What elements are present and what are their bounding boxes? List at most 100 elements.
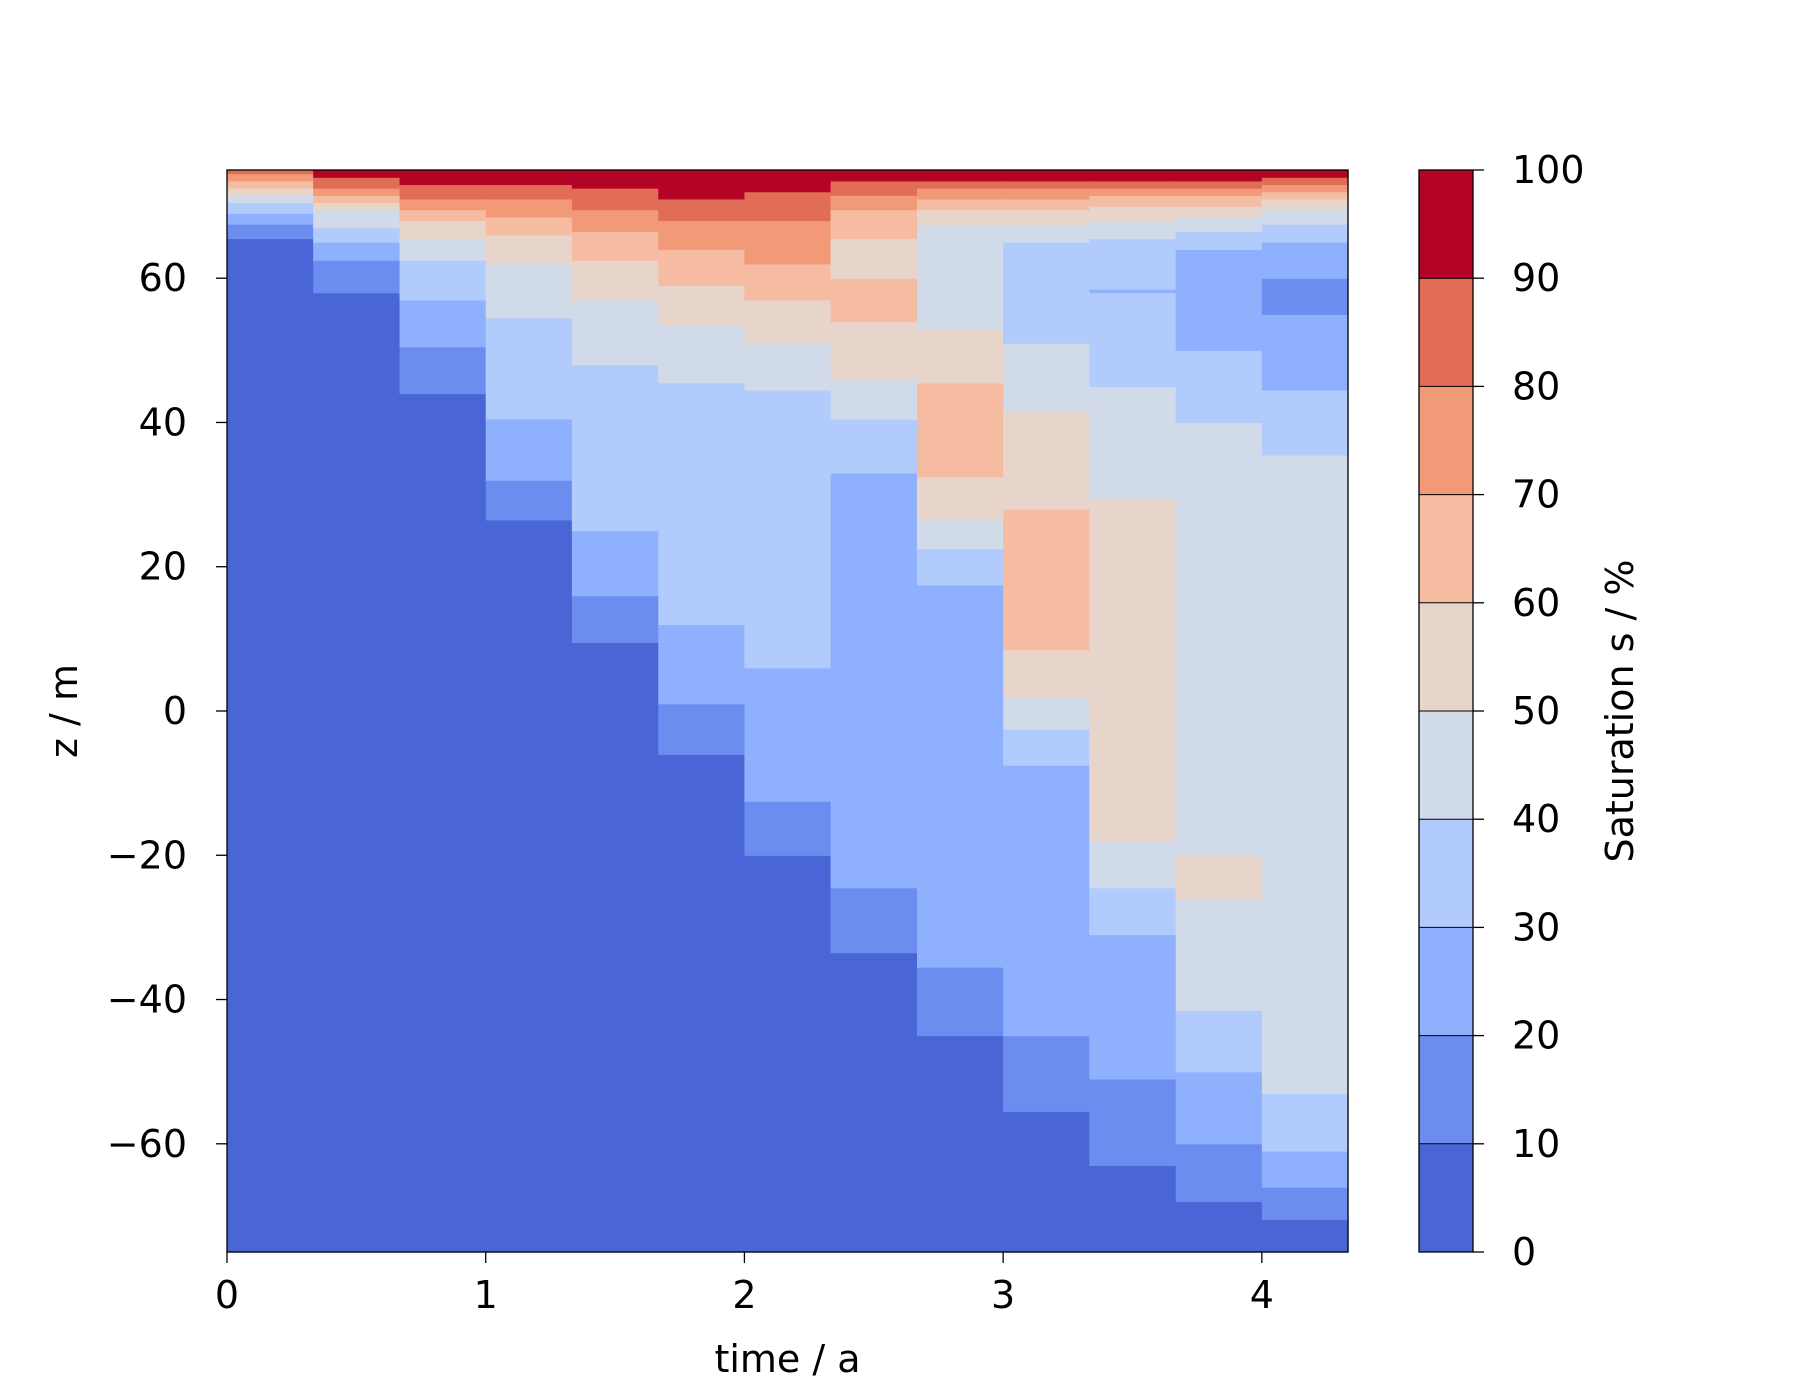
heatmap-cell: [399, 393, 487, 1253]
heatmap-cell: [313, 242, 401, 261]
heatmap-cell: [1089, 887, 1177, 936]
y-tick-label: 20: [139, 545, 187, 589]
heatmap-cell: [485, 418, 573, 481]
heatmap-cell: [1175, 195, 1263, 207]
heatmap-cell: [658, 170, 746, 200]
heatmap-cell: [916, 548, 1004, 586]
heatmap-cell: [658, 382, 746, 626]
heatmap-cell: [485, 198, 573, 218]
heatmap-cell: [399, 299, 487, 348]
heatmap-cell: [1261, 1151, 1349, 1188]
heatmap-cell: [744, 667, 832, 802]
colorbar-tick-label: 10: [1512, 1122, 1560, 1166]
heatmap-cell: [916, 519, 1004, 550]
heatmap-cell: [399, 209, 487, 222]
x-tick-label: 1: [474, 1273, 498, 1317]
heatmap-cell: [1003, 765, 1090, 1037]
heatmap-cell: [571, 170, 659, 189]
y-tick-label: 0: [163, 689, 187, 733]
heatmap-cell: [658, 703, 746, 755]
heatmap-cell: [227, 195, 314, 204]
heatmap-cell: [658, 754, 746, 1253]
heatmap-cell: [916, 584, 1004, 968]
heatmap-cell: [830, 238, 918, 279]
heatmap-cell: [916, 476, 1004, 521]
heatmap-cell: [313, 202, 401, 211]
heatmap-cell: [227, 213, 314, 225]
heatmap-cell: [485, 317, 573, 420]
heatmap-cell: [1089, 840, 1177, 889]
heatmap-cell: [1003, 1111, 1090, 1253]
heatmap-cell: [744, 220, 832, 265]
colorbar-tick-label: 70: [1512, 473, 1560, 517]
heatmap-cell: [485, 170, 573, 186]
heatmap-cell: [1003, 729, 1090, 766]
heatmap-cell: [1089, 170, 1177, 182]
heatmap-cell: [1261, 1093, 1349, 1152]
heatmap-cell: [571, 299, 659, 366]
heatmap-cell: [1089, 292, 1177, 387]
heatmap-cell: [1261, 177, 1349, 186]
heatmap-cell: [1261, 170, 1349, 178]
heatmap-cell: [744, 299, 832, 344]
heatmap-cell: [830, 195, 918, 211]
colorbar-label: Saturation s / %: [1598, 559, 1642, 862]
x-tick-label: 3: [991, 1273, 1015, 1317]
heatmap-cell: [1089, 188, 1177, 196]
heatmap-cell: [1089, 180, 1177, 189]
heatmap-cell: [1003, 180, 1090, 189]
heatmap-cell: [1089, 498, 1177, 842]
heatmap-cell: [485, 519, 573, 1253]
heatmap-cell: [1261, 1219, 1349, 1253]
heatmap-cell: [571, 209, 659, 232]
heatmap-cell: [571, 530, 659, 597]
y-axis-label: z / m: [42, 664, 86, 758]
heatmap-cell: [1003, 1035, 1090, 1112]
heatmap-cell: [1175, 188, 1263, 196]
heatmap-cell: [227, 170, 314, 175]
heatmap-cell: [1261, 209, 1349, 225]
colorbar-band: [1419, 1035, 1473, 1145]
y-tick-label: −40: [107, 978, 187, 1022]
heatmap-cell: [1089, 206, 1177, 222]
heatmap-cell: [658, 198, 746, 222]
heatmap-cell: [227, 202, 314, 214]
heatmap-cell: [830, 952, 918, 1253]
heatmap-cell: [1089, 1078, 1177, 1167]
heatmap-cell: [830, 278, 918, 323]
heatmap-cell: [1003, 188, 1090, 200]
heatmap-cell: [744, 191, 832, 222]
y-tick-label: −20: [107, 833, 187, 877]
heatmap-cell: [1261, 242, 1349, 279]
heatmap-cell: [399, 198, 487, 211]
heatmap-cell: [399, 260, 487, 301]
heatmap-cell: [916, 188, 1004, 200]
heatmap-cell: [1003, 411, 1090, 510]
heatmap-cell: [485, 216, 573, 236]
heatmap-cell: [916, 170, 1004, 182]
colorbar-tick-label: 50: [1512, 689, 1560, 733]
heatmap-cell: [485, 184, 573, 200]
heatmap-cell: [313, 195, 401, 204]
x-axis-label: time / a: [714, 1337, 860, 1381]
heatmap-cell: [1261, 191, 1349, 200]
heatmap-cell: [571, 595, 659, 644]
heatmap-cell: [313, 227, 401, 243]
y-tick-label: 40: [139, 400, 187, 444]
heatmap-cell: [916, 198, 1004, 211]
heatmap-cell: [227, 238, 314, 1253]
heatmap-cell: [1175, 898, 1263, 1011]
heatmap-cell: [485, 234, 573, 265]
colorbar-tick-label: 40: [1512, 797, 1560, 841]
heatmap-cells: [227, 170, 1349, 1253]
heatmap-cell: [1003, 343, 1090, 413]
y-tick-label: −60: [107, 1122, 187, 1166]
x-tick-label: 4: [1250, 1273, 1274, 1317]
heatmap-cell: [1175, 855, 1263, 900]
colorbar-tick-label: 80: [1512, 364, 1560, 408]
heatmap-cell: [830, 209, 918, 240]
heatmap-cell: [744, 263, 832, 301]
heatmap-cell: [830, 418, 918, 474]
heatmap-cell: [313, 260, 401, 294]
